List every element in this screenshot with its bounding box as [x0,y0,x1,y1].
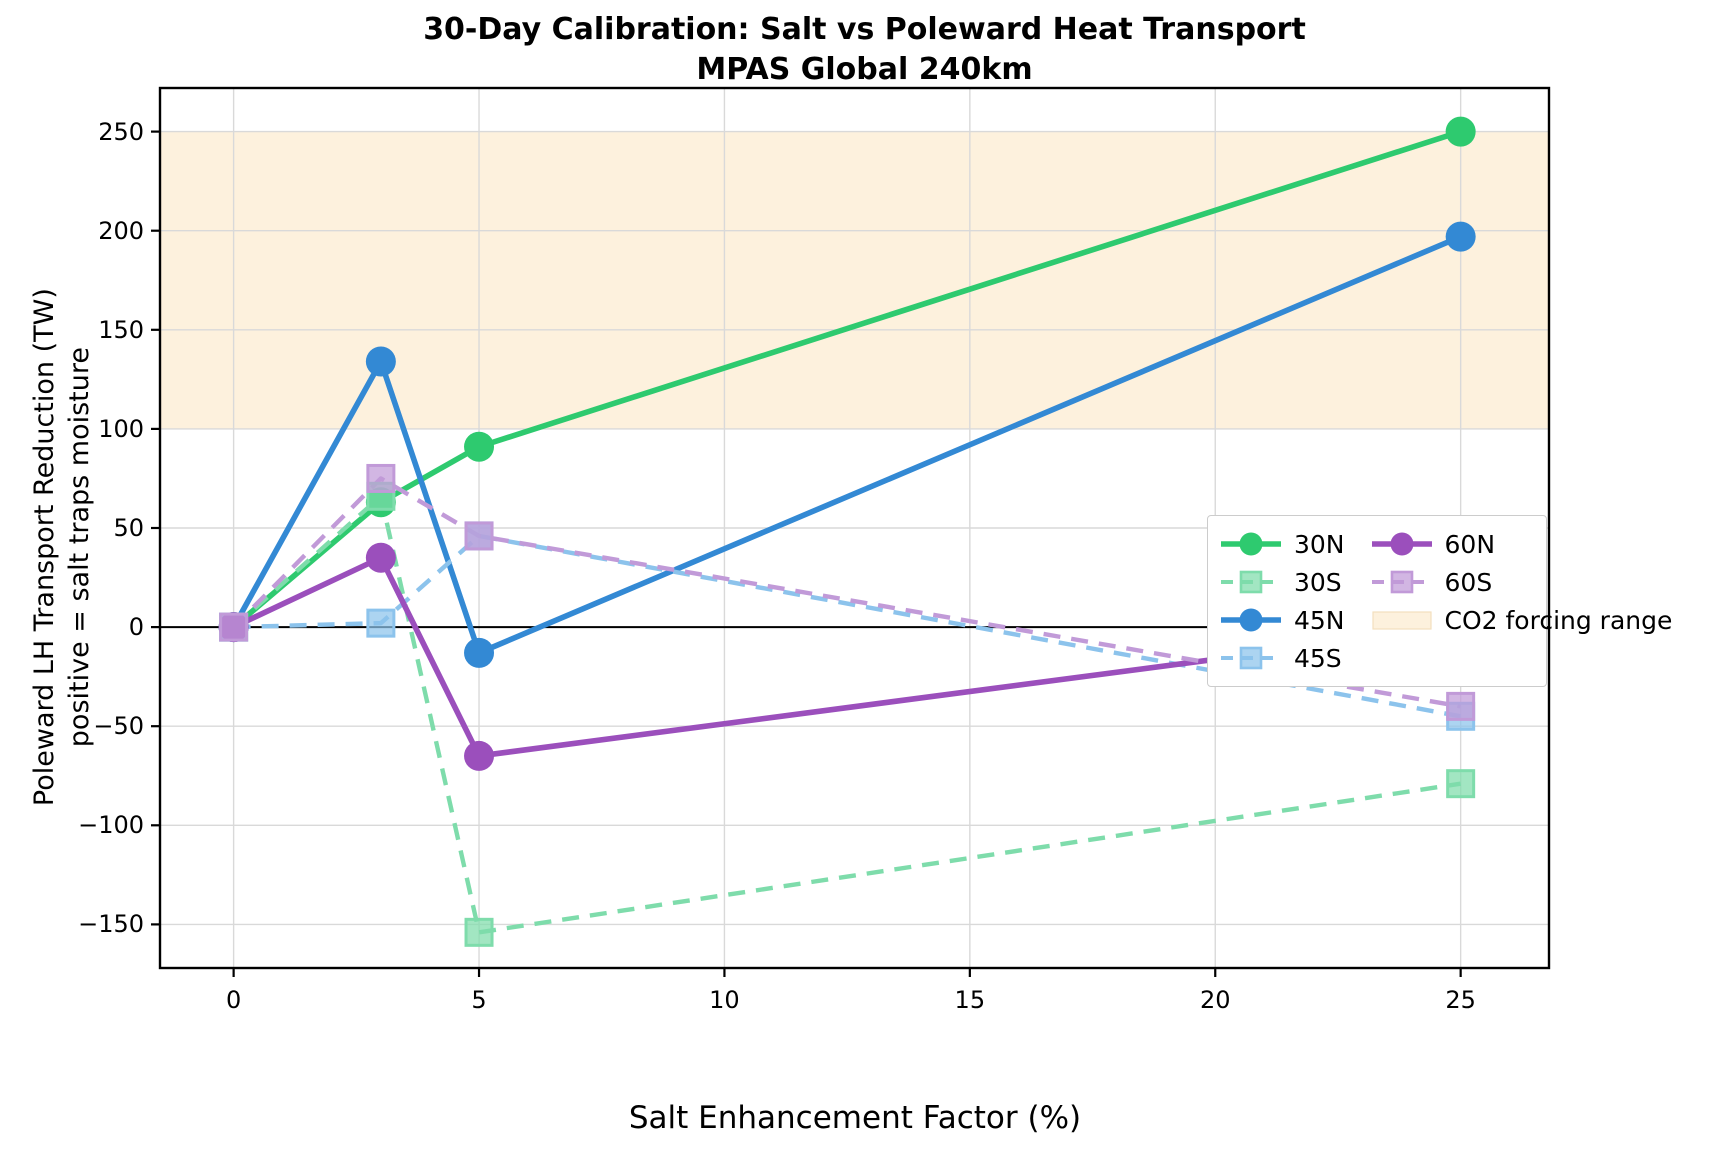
y-tick-label: −50 [93,712,144,741]
x-axis-label: Salt Enhancement Factor (%) [628,1100,1082,1136]
y-tick-label: −150 [78,910,144,939]
x-tick-label: 0 [225,986,242,1014]
x-tick-label: 10 [709,986,740,1014]
legend-entry[interactable]: 45S [1220,639,1345,677]
legend-entry[interactable]: 60S [1371,563,1673,601]
legend-entry[interactable]: 30N [1220,525,1345,563]
legend-label: 30N [1294,529,1345,559]
legend-swatch-icon [1221,532,1281,556]
legend-label: 45S [1294,643,1342,673]
y-tick-label: 50 [113,514,144,542]
legend-label: 60S [1444,567,1493,597]
legend-entry[interactable]: 30S [1220,563,1345,601]
legend-swatch-icon [1221,646,1281,670]
legend-swatch-icon [1221,608,1281,632]
legend-label: 30S [1294,567,1342,597]
legend-grid: 30N 60N 30S 60S 45N CO2 forcing range 45S [1220,525,1672,677]
legend-label: 45N [1294,605,1345,635]
y-tick-label: −100 [78,811,144,840]
legend-swatch-icon [1371,532,1432,556]
legend-label: CO2 forcing range [1444,605,1673,635]
legend-swatch-icon [1371,611,1432,630]
legend-entry[interactable]: CO2 forcing range [1371,601,1673,639]
x-tick-label: 15 [954,986,986,1014]
y-tick-label: 0 [128,613,144,642]
co2-forcing-band [160,131,1549,429]
legend-swatch-icon [1221,570,1281,594]
y-tick-label: 100 [98,414,144,443]
chart-title: 30-Day Calibration: Salt vs Poleward Hea… [423,12,1306,87]
series-markers [218,116,1476,947]
x-tick-label: 5 [471,986,487,1014]
y-tick-label: 200 [98,216,144,245]
y-tick-label: 250 [98,117,144,146]
legend-swatch-icon [1371,570,1432,594]
axis-tick-marks [151,130,1462,977]
series-lines [231,128,1462,935]
x-tick-label: 25 [1445,986,1476,1014]
x-tick-label: 20 [1199,986,1231,1014]
y-tick-label: 150 [98,315,144,344]
legend-entry[interactable]: 60N [1371,525,1673,563]
chart-legend[interactable]: 30N 60N 30S 60S 45N CO2 forcing range 45S [1207,515,1672,687]
legend-entry[interactable]: 45N [1220,601,1345,639]
legend-label: 60N [1444,529,1496,559]
